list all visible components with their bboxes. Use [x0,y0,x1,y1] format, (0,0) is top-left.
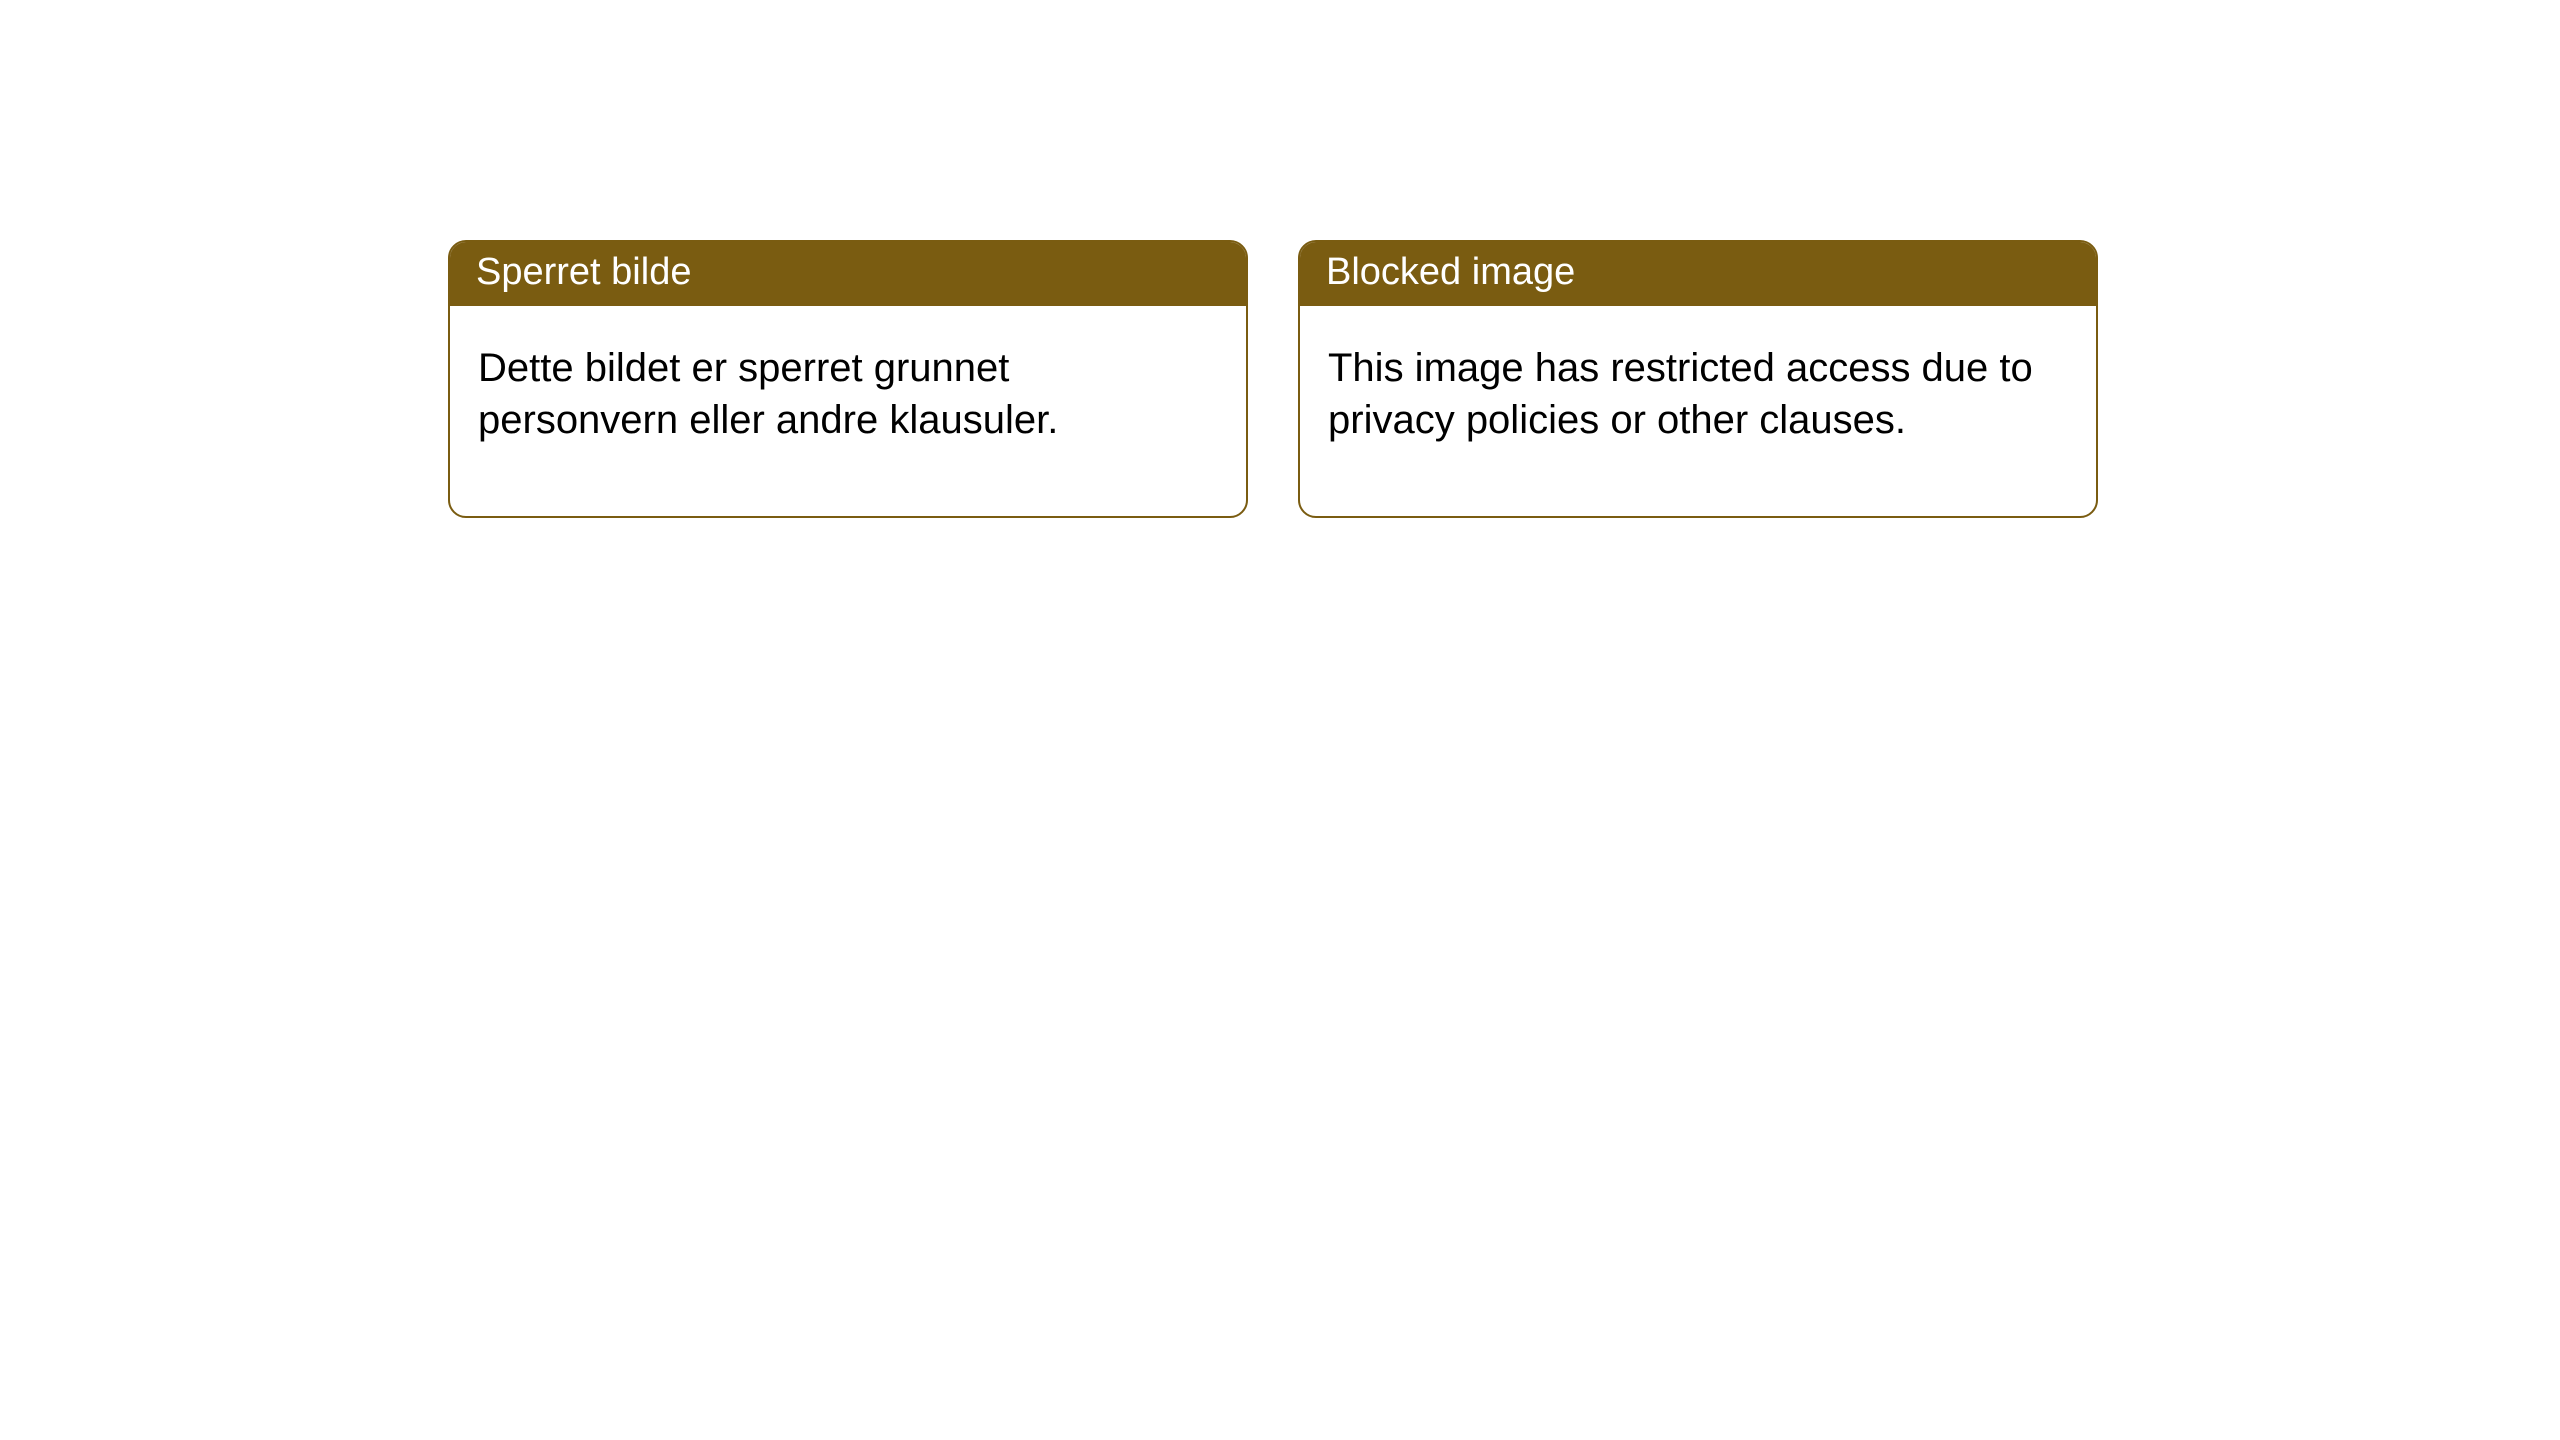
notice-container: Sperret bilde Dette bildet er sperret gr… [448,240,2098,518]
notice-title-norwegian: Sperret bilde [450,242,1246,306]
notice-card-norwegian: Sperret bilde Dette bildet er sperret gr… [448,240,1248,518]
notice-title-english: Blocked image [1300,242,2096,306]
notice-body-norwegian: Dette bildet er sperret grunnet personve… [450,306,1246,516]
notice-card-english: Blocked image This image has restricted … [1298,240,2098,518]
notice-body-english: This image has restricted access due to … [1300,306,2096,516]
